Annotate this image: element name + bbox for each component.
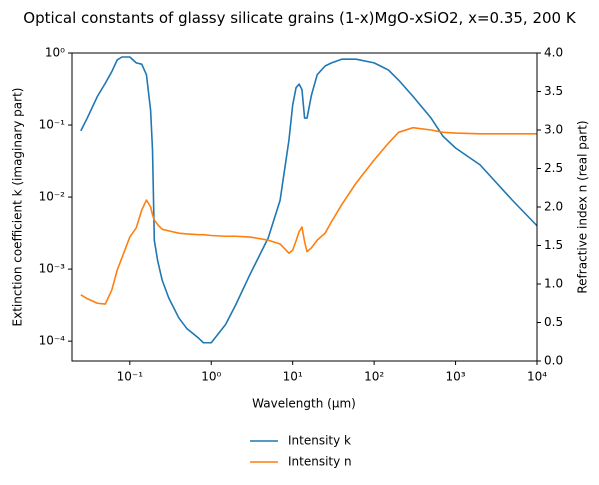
- y-tick-label: 10⁰: [45, 46, 65, 60]
- y2-tick-label: 4.0: [544, 46, 563, 60]
- x-tick-label: 10²: [364, 370, 384, 384]
- plot-frame: [71, 52, 538, 362]
- x-tick-label: 10⁴: [527, 370, 547, 384]
- data-line: [80, 56, 537, 344]
- x-tick-label: 10¹: [283, 370, 303, 384]
- y-tick-label: 10⁻⁴: [39, 334, 66, 348]
- data-line: [80, 126, 537, 305]
- legend-label: Intensity k: [288, 434, 351, 448]
- y2-tick-label: 1.5: [544, 238, 563, 252]
- y-axis-label: Extinction coefficient k (imaginary part…: [11, 88, 25, 327]
- y2-tick-label: 0.5: [544, 315, 563, 329]
- y2-tick-label: 2.5: [544, 161, 563, 175]
- y2-tick-label: 3.5: [544, 84, 563, 98]
- x-tick-label: 10⁰: [201, 370, 221, 384]
- y2-tick-label: 2.0: [544, 200, 563, 214]
- y-tick-label: 10⁻²: [39, 190, 66, 204]
- x-tick-label: 10³: [446, 370, 466, 384]
- y2-tick-label: 3.0: [544, 123, 563, 137]
- legend-label: Intensity n: [288, 455, 352, 469]
- y2-tick-label: 0.0: [544, 354, 563, 368]
- y-tick-label: 10⁻³: [39, 262, 66, 276]
- y2-axis-label: Refractive index n (real part): [576, 120, 590, 293]
- chart-title: Optical constants of glassy silicate gra…: [23, 9, 576, 27]
- y-tick-label: 10⁻¹: [39, 118, 66, 132]
- x-axis-label: Wavelength (μm): [252, 397, 356, 411]
- y2-tick-label: 1.0: [544, 277, 563, 291]
- x-tick-label: 10⁻¹: [117, 370, 144, 384]
